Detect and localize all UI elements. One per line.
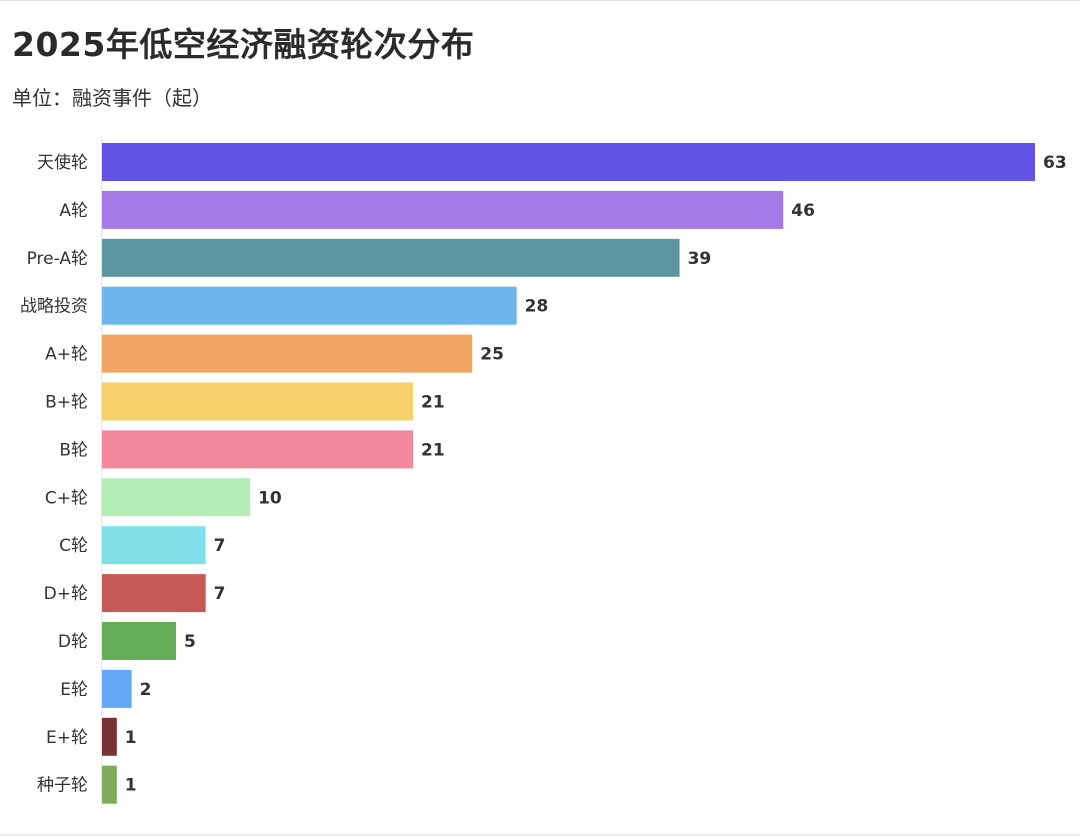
value-label: 10 xyxy=(258,488,282,508)
bar-5 xyxy=(102,382,413,421)
chart-subtitle: 单位：融资事件（起） xyxy=(12,86,212,110)
category-label: C轮 xyxy=(59,536,88,556)
bar-0 xyxy=(102,143,1035,181)
bar-3 xyxy=(102,286,517,325)
category-label: A轮 xyxy=(59,201,88,221)
bar-4 xyxy=(102,334,473,373)
value-label: 21 xyxy=(421,440,445,460)
value-label: 46 xyxy=(791,201,815,221)
category-label: Pre-A轮 xyxy=(27,249,88,269)
bar-2 xyxy=(102,238,680,277)
value-label: 21 xyxy=(421,393,445,413)
category-label: D轮 xyxy=(58,632,88,652)
value-label: 25 xyxy=(480,345,504,365)
category-label: 天使轮 xyxy=(37,152,88,173)
category-label: E轮 xyxy=(60,680,88,700)
value-label: 7 xyxy=(214,536,226,556)
bar-1 xyxy=(102,190,784,229)
bar-6 xyxy=(102,430,413,469)
category-label: E+轮 xyxy=(46,728,88,748)
category-label: 种子轮 xyxy=(37,776,88,796)
bar-7 xyxy=(102,478,251,517)
value-label: 1 xyxy=(125,776,137,796)
category-label: D+轮 xyxy=(44,584,88,604)
category-label: B轮 xyxy=(59,440,88,460)
value-label: 28 xyxy=(525,297,549,317)
bar-13 xyxy=(102,765,117,804)
bar-12 xyxy=(102,717,117,756)
value-label: 5 xyxy=(184,632,196,652)
bar-10 xyxy=(102,622,177,660)
value-label: 7 xyxy=(214,584,226,604)
category-label: A+轮 xyxy=(45,345,88,365)
category-label: 战略投资 xyxy=(20,297,88,317)
category-label: B+轮 xyxy=(45,393,88,413)
value-label: 39 xyxy=(688,249,712,269)
bar-9 xyxy=(102,574,206,613)
value-label: 2 xyxy=(140,680,152,700)
category-label: C+轮 xyxy=(45,488,88,508)
bar-11 xyxy=(102,669,132,708)
bar-8 xyxy=(102,526,206,565)
value-label: 63 xyxy=(1043,153,1067,173)
chart-title: 2025年低空经济融资轮次分布 xyxy=(12,25,475,64)
value-label: 1 xyxy=(125,728,137,748)
